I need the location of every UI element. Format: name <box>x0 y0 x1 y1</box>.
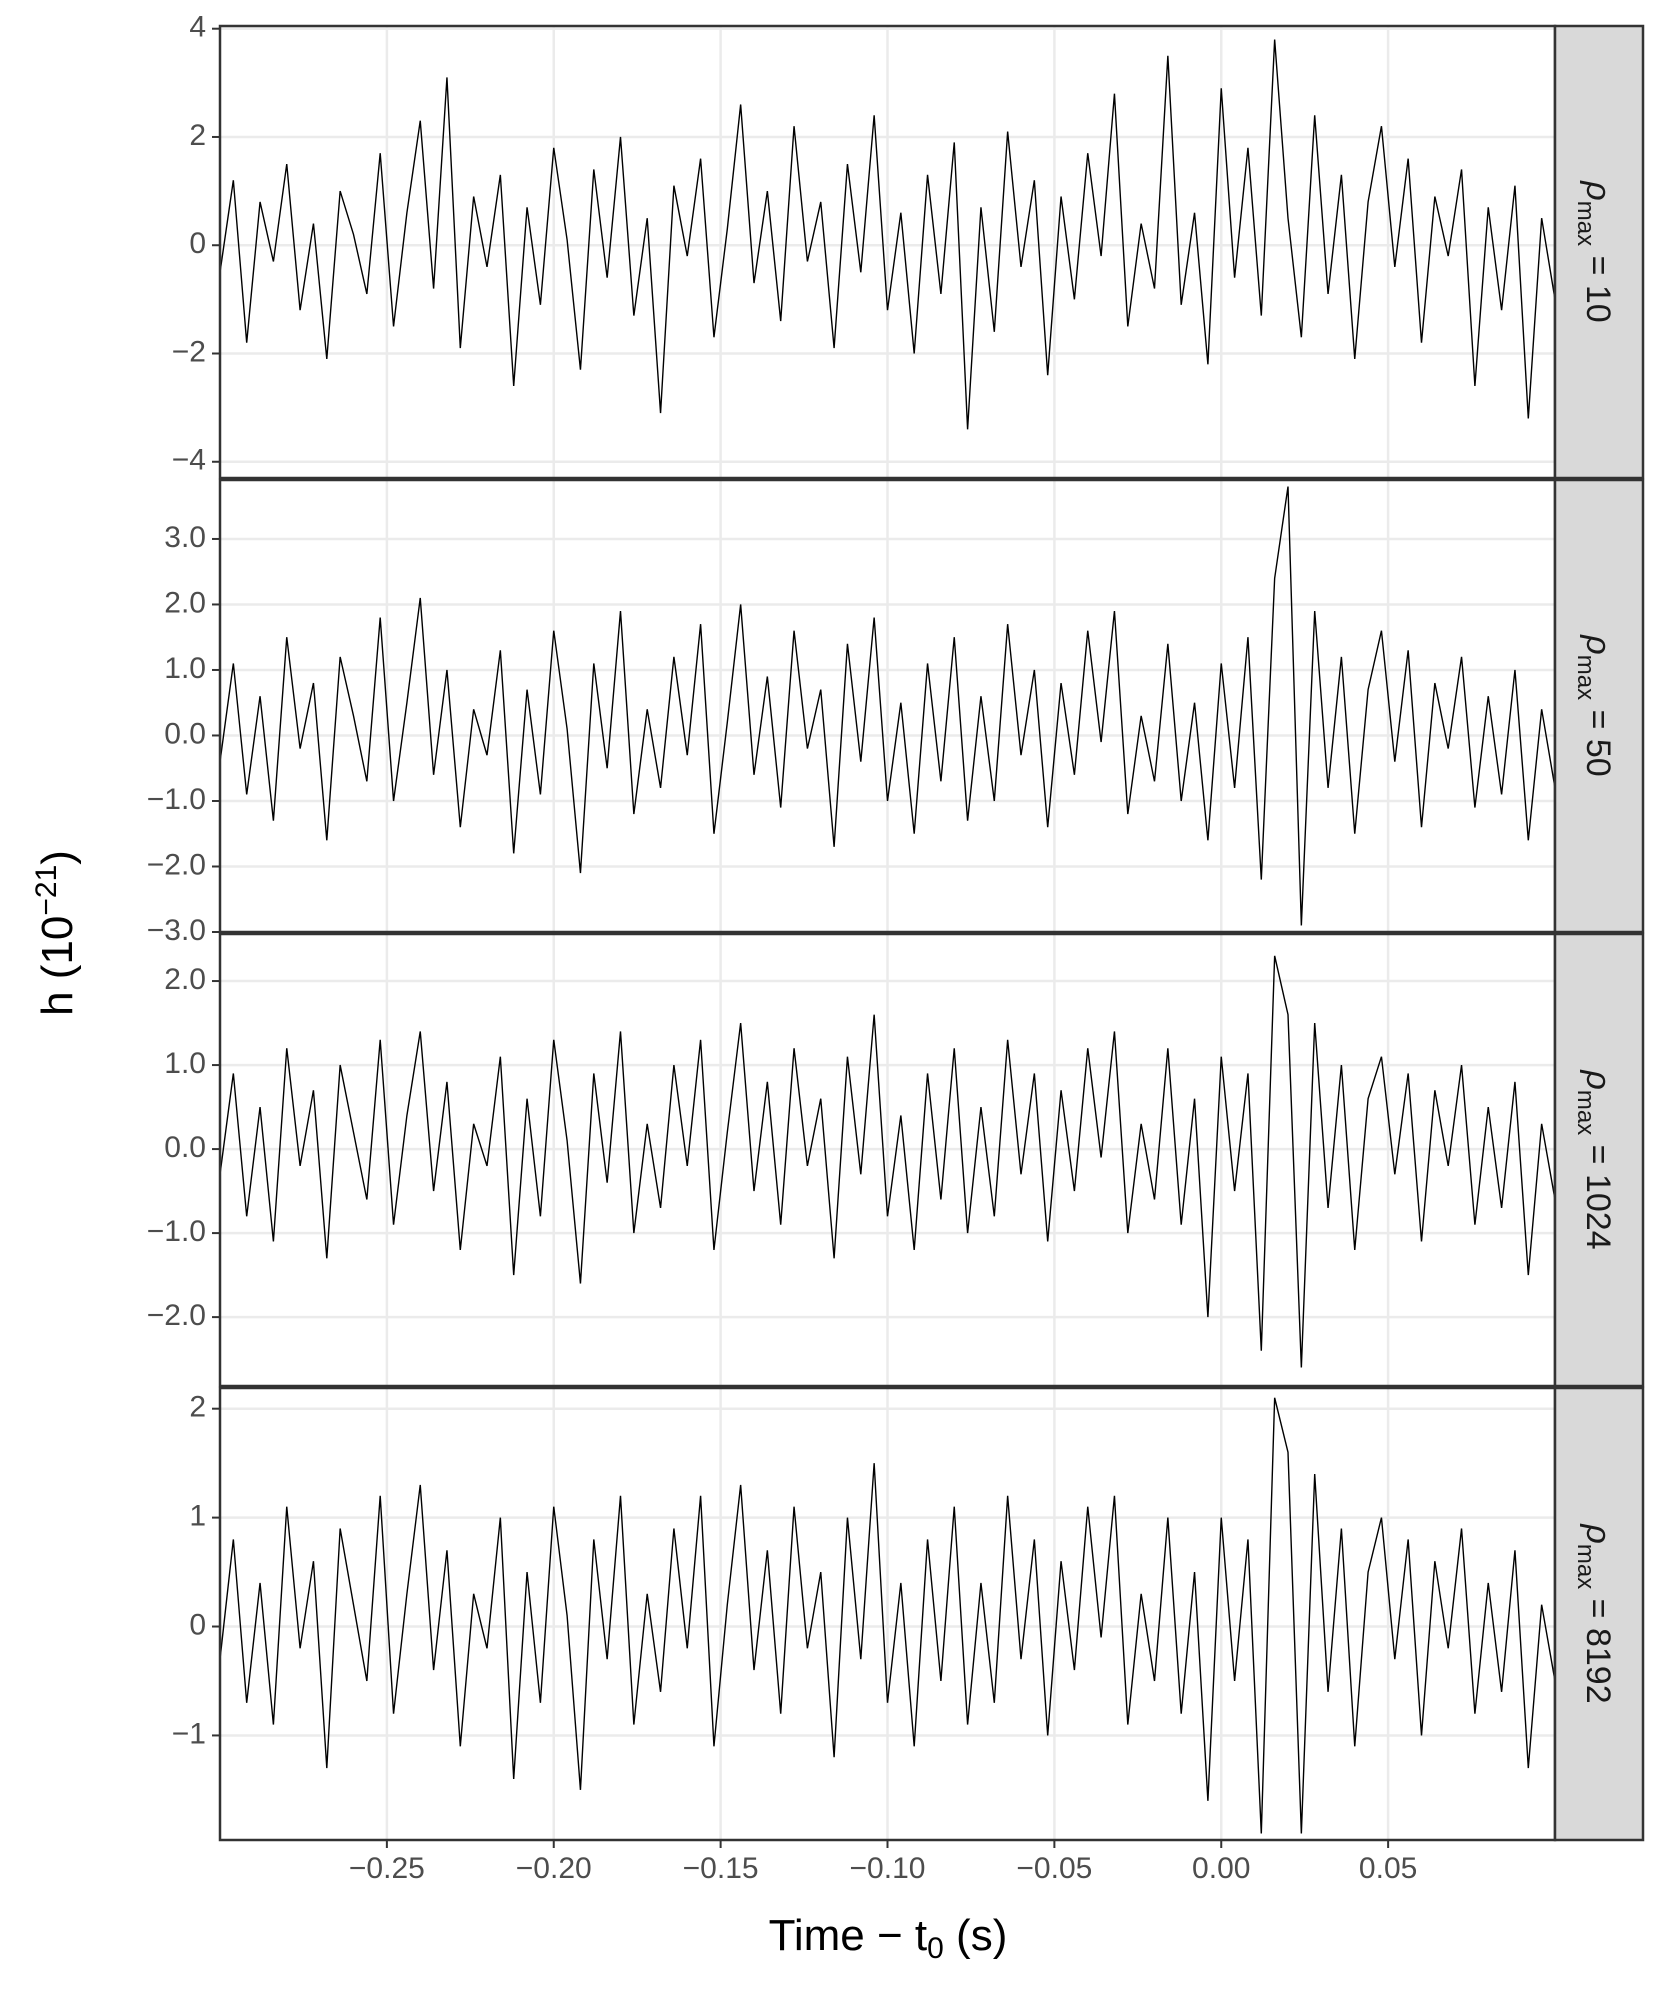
strain-line <box>220 39 1555 430</box>
y-tick-label: 0 <box>189 1608 206 1641</box>
strip-label: ρmax = 50 <box>1572 634 1617 776</box>
y-tick-label: 2.0 <box>164 963 206 996</box>
y-axis-title-text: h (10 <box>33 916 82 1016</box>
strip <box>1553 1386 1645 1842</box>
y-tick-label: −4 <box>172 444 206 477</box>
y-tick-label: 2.0 <box>164 586 206 619</box>
panel: −4 −2 0 2 4 ρmax = 10 <box>172 11 1645 480</box>
strip <box>1553 24 1645 480</box>
x-axis-title-text: Time − t <box>769 1911 928 1960</box>
y-tick-label: 3.0 <box>164 521 206 554</box>
y-tick-label: 1.0 <box>164 1047 206 1080</box>
x-axis-title: Time − t0 (s) <box>769 1911 1008 1965</box>
strain-line <box>220 486 1555 926</box>
strip-text: = 1024 <box>1579 1135 1617 1249</box>
x-tick-label: −0.10 <box>850 1852 926 1885</box>
y-tick-label: 1.0 <box>164 652 206 685</box>
y-tick-label: 4 <box>189 11 206 44</box>
strip-symbol: ρ <box>1579 180 1617 200</box>
x-tick-label: −0.15 <box>683 1852 759 1885</box>
x-tick-label: −0.25 <box>349 1852 425 1885</box>
strip-sub: max <box>1572 1544 1599 1589</box>
y-tick-label: 1 <box>189 1500 206 1533</box>
y-tick-label: −3.0 <box>147 914 206 947</box>
strain-line <box>220 1397 1555 1834</box>
strip-text: = 50 <box>1579 700 1617 777</box>
x-tick-label: −0.05 <box>1016 1852 1092 1885</box>
y-tick-label: 0.0 <box>164 1131 206 1164</box>
strip-sub: max <box>1572 1090 1599 1135</box>
y-tick-label: −1.0 <box>147 1215 206 1248</box>
x-tick-label: −0.20 <box>516 1852 592 1885</box>
strip-label: ρmax = 1024 <box>1572 1069 1617 1249</box>
y-tick-label: 2 <box>189 1391 206 1424</box>
x-axis-title-after: (s) <box>944 1911 1008 1960</box>
panel: −3.0 −2.0 −1.0 0.0 1.0 2.0 3.0 ρmax = 50 <box>147 478 1645 947</box>
strip <box>1553 478 1645 934</box>
y-tick-label: 2 <box>189 119 206 152</box>
y-tick-label: −2.0 <box>147 1299 206 1332</box>
y-tick-label: −1 <box>172 1717 206 1750</box>
y-axis-title: h (10−21) <box>30 850 82 1016</box>
strip-symbol: ρ <box>1579 634 1617 654</box>
y-tick-label: −2 <box>172 335 206 368</box>
panel: −1 0 1 2 ρmax = 8192 <box>172 1386 1645 1842</box>
panel: −2.0 −1.0 0.0 1.0 2.0 ρmax = 1024 <box>147 932 1645 1388</box>
x-tick-label: 0.00 <box>1192 1852 1250 1885</box>
strip-label: ρmax = 8192 <box>1572 1523 1617 1703</box>
x-tick-label: 0.05 <box>1359 1852 1417 1885</box>
strip-text: = 8192 <box>1579 1589 1617 1703</box>
strain-line <box>220 955 1555 1368</box>
y-axis-title-after: ) <box>33 850 82 865</box>
strip-sub: max <box>1572 655 1599 700</box>
y-axis-title-sup: −21 <box>30 865 63 916</box>
y-tick-label: 0.0 <box>164 717 206 750</box>
x-axis-title-sub: 0 <box>927 1932 944 1965</box>
strip <box>1553 932 1645 1388</box>
strip-text: = 10 <box>1579 246 1617 323</box>
strip-label: ρmax = 10 <box>1572 180 1617 322</box>
strip-symbol: ρ <box>1579 1069 1617 1089</box>
strip-sub: max <box>1572 201 1599 246</box>
y-tick-label: −2.0 <box>147 848 206 881</box>
strip-symbol: ρ <box>1579 1523 1617 1543</box>
y-tick-label: 0 <box>189 227 206 260</box>
y-tick-label: −1.0 <box>147 783 206 816</box>
